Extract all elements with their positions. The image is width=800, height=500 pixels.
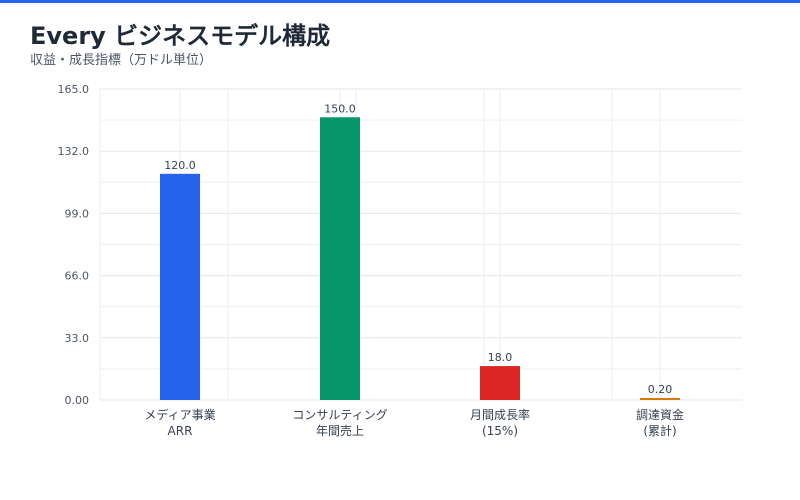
chart-title: Every ビジネスモデル構成 bbox=[30, 22, 331, 50]
chart-subtitle: 収益・成長指標（万ドル単位） bbox=[30, 53, 213, 68]
x-tick-label: コンサルティング bbox=[292, 408, 387, 422]
bar-value-label: 18.0 bbox=[488, 351, 513, 364]
y-tick-label: 0.00 bbox=[65, 394, 90, 407]
bar-value-label: 150.0 bbox=[324, 102, 356, 115]
x-tick-label: メディア事業 bbox=[144, 407, 215, 422]
y-tick-label: 66.0 bbox=[65, 270, 90, 283]
x-tick-label: (15%) bbox=[482, 424, 518, 438]
x-tick-label: 調達資金 bbox=[636, 407, 684, 422]
x-tick-label: ARR bbox=[168, 424, 193, 438]
bar bbox=[640, 398, 680, 400]
bar-value-label: 0.20 bbox=[648, 383, 673, 396]
x-tick-label: (累計) bbox=[643, 423, 676, 438]
y-tick-label: 33.0 bbox=[65, 332, 90, 345]
y-tick-label: 99.0 bbox=[65, 207, 90, 220]
x-tick-label: 年間売上 bbox=[316, 423, 364, 438]
bar bbox=[480, 366, 520, 400]
x-tick-label: 月間成長率 bbox=[470, 407, 530, 422]
bar bbox=[160, 173, 200, 400]
accent-top-bar bbox=[0, 0, 800, 3]
y-tick-label: 165.0 bbox=[58, 83, 90, 96]
bar bbox=[320, 117, 360, 400]
y-tick-label: 132.0 bbox=[58, 145, 90, 158]
bar-value-label: 120.0 bbox=[164, 159, 196, 172]
